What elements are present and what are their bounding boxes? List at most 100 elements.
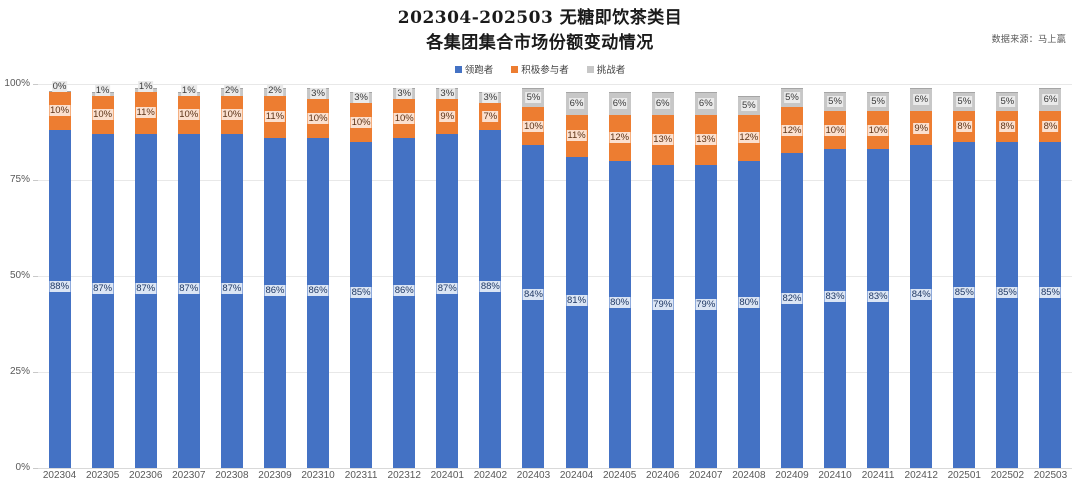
- bar-column[interactable]: 87% 10% 2%: [220, 84, 243, 468]
- bar-segment-leader[interactable]: 88%: [479, 130, 502, 468]
- bar-segment-challenger[interactable]: 3%: [393, 87, 416, 100]
- bar-segment-challenger[interactable]: 5%: [780, 87, 803, 108]
- bar-segment-leader[interactable]: 87%: [177, 133, 200, 468]
- bar-column[interactable]: 87% 11% 1%: [134, 80, 157, 468]
- bar-column[interactable]: 86% 11% 2%: [263, 84, 286, 468]
- bar-column[interactable]: 82% 12% 5%: [780, 84, 803, 468]
- bar-segment-active-participant[interactable]: 10%: [307, 99, 330, 138]
- bar-column[interactable]: 80% 12% 5%: [737, 84, 760, 468]
- bar-segment-active-participant[interactable]: 13%: [694, 114, 717, 165]
- bar-segment-leader[interactable]: 85%: [1039, 141, 1062, 468]
- bar-segment-active-participant[interactable]: 11%: [565, 114, 588, 157]
- bar-column[interactable]: 84% 9% 6%: [910, 84, 933, 468]
- bar-segment-active-participant[interactable]: 12%: [737, 114, 760, 161]
- bar-segment-leader[interactable]: 87%: [220, 133, 243, 468]
- bar-segment-challenger[interactable]: 1%: [177, 84, 200, 96]
- bar-segment-challenger[interactable]: 6%: [608, 91, 631, 115]
- bar-segment-active-participant[interactable]: 11%: [263, 95, 286, 138]
- bar-segment-active-participant[interactable]: 12%: [780, 107, 803, 154]
- bar-segment-active-participant[interactable]: 8%: [1039, 110, 1062, 142]
- bar-segment-challenger[interactable]: 5%: [737, 95, 760, 115]
- bar-segment-leader[interactable]: 86%: [307, 137, 330, 468]
- legend-item-active-participant[interactable]: 积极参与者: [511, 62, 569, 76]
- bar-segment-active-participant[interactable]: 10%: [393, 99, 416, 138]
- bar-segment-leader[interactable]: 79%: [651, 164, 674, 468]
- bar-segment-leader[interactable]: 80%: [608, 160, 631, 468]
- bar-column[interactable]: 87% 10% 1%: [177, 84, 200, 468]
- bar-segment-leader[interactable]: 81%: [565, 156, 588, 468]
- bar-column[interactable]: 79% 13% 6%: [694, 84, 717, 468]
- bar-segment-active-participant[interactable]: 10%: [350, 103, 373, 142]
- bar-segment-active-participant[interactable]: 8%: [996, 110, 1019, 142]
- bar-segment-challenger[interactable]: 3%: [479, 91, 502, 104]
- bar-segment-leader[interactable]: 79%: [694, 164, 717, 468]
- bar-segment-active-participant[interactable]: 10%: [867, 110, 890, 150]
- bar-segment-challenger[interactable]: 6%: [694, 91, 717, 115]
- bar-segment-leader[interactable]: 85%: [953, 141, 976, 468]
- bar-column[interactable]: 80% 12% 6%: [608, 84, 631, 468]
- bar-column[interactable]: 84% 10% 5%: [522, 84, 545, 468]
- bar-column[interactable]: 88% 7% 3%: [479, 84, 502, 468]
- bar-segment-leader[interactable]: 85%: [996, 141, 1019, 468]
- bar-column[interactable]: 87% 9% 3%: [436, 84, 459, 468]
- bar-segment-challenger[interactable]: 1%: [134, 80, 157, 92]
- bar-column[interactable]: 85% 8% 5%: [953, 84, 976, 468]
- bar-segment-challenger[interactable]: 1%: [91, 84, 114, 96]
- bar-segment-challenger[interactable]: 2%: [263, 84, 286, 96]
- legend-item-leader[interactable]: 领跑者: [454, 62, 493, 76]
- legend-item-challenger[interactable]: 挑战者: [586, 62, 625, 76]
- bar-column[interactable]: 83% 10% 5%: [824, 84, 847, 468]
- bar-segment-challenger[interactable]: 6%: [565, 91, 588, 115]
- bar-segment-active-participant[interactable]: 7%: [479, 103, 502, 131]
- bar-segment-leader[interactable]: 84%: [522, 145, 545, 468]
- bar-segment-challenger[interactable]: 5%: [996, 91, 1019, 111]
- bar-segment-active-participant[interactable]: 13%: [651, 114, 674, 165]
- bar-segment-challenger[interactable]: 5%: [953, 91, 976, 111]
- bar-segment-leader[interactable]: 88%: [48, 130, 71, 468]
- bar-segment-challenger[interactable]: 5%: [522, 87, 545, 108]
- bar-segment-leader[interactable]: 83%: [867, 149, 890, 468]
- bar-segment-active-participant[interactable]: 12%: [608, 114, 631, 161]
- bar-column[interactable]: 87% 10% 1%: [91, 84, 114, 468]
- bar-column[interactable]: 79% 13% 6%: [651, 84, 674, 468]
- bar-segment-active-participant[interactable]: 9%: [436, 99, 459, 134]
- bar-segment-challenger[interactable]: 6%: [651, 91, 674, 115]
- bar-segment-leader[interactable]: 83%: [824, 149, 847, 468]
- bar-column[interactable]: 88% 10% 0%: [48, 80, 71, 468]
- bar-segment-leader[interactable]: 87%: [436, 133, 459, 468]
- bar-segment-active-participant[interactable]: 10%: [522, 107, 545, 146]
- bar-segment-challenger[interactable]: 2%: [220, 84, 243, 96]
- bar-column[interactable]: 83% 10% 5%: [867, 84, 890, 468]
- bar-segment-active-participant[interactable]: 9%: [910, 110, 933, 146]
- bar-segment-challenger[interactable]: 6%: [910, 87, 933, 111]
- bar-segment-challenger[interactable]: 3%: [350, 91, 373, 104]
- bar-column[interactable]: 86% 10% 3%: [307, 84, 330, 468]
- bar-segment-leader[interactable]: 82%: [780, 153, 803, 468]
- bar-segment-leader[interactable]: 87%: [134, 133, 157, 468]
- bar-segment-active-participant[interactable]: 11%: [134, 91, 157, 134]
- bar-column[interactable]: 85% 8% 6%: [1039, 84, 1062, 468]
- bar-segment-leader[interactable]: 80%: [737, 160, 760, 468]
- bar-segment-active-participant[interactable]: 10%: [177, 95, 200, 134]
- bar-segment-active-participant[interactable]: 10%: [48, 91, 71, 131]
- bar-segment-leader[interactable]: 84%: [910, 145, 933, 468]
- bar-segment-challenger[interactable]: 3%: [436, 87, 459, 100]
- bar-segment-leader[interactable]: 86%: [393, 137, 416, 468]
- bar-segment-leader[interactable]: 87%: [91, 133, 114, 468]
- bar-segment-challenger[interactable]: 5%: [824, 91, 847, 111]
- bar-segment-challenger[interactable]: 3%: [307, 87, 330, 100]
- bar-segment-active-participant[interactable]: 10%: [824, 110, 847, 150]
- bar-column[interactable]: 85% 8% 5%: [996, 84, 1019, 468]
- bar-segment-challenger[interactable]: 0%: [48, 80, 71, 92]
- x-tick-label: 202406: [646, 470, 680, 481]
- bar-column[interactable]: 85% 10% 3%: [350, 84, 373, 468]
- bar-segment-leader[interactable]: 86%: [263, 137, 286, 468]
- bar-column[interactable]: 86% 10% 3%: [393, 84, 416, 468]
- bar-segment-leader[interactable]: 85%: [350, 141, 373, 468]
- bar-segment-active-participant[interactable]: 8%: [953, 110, 976, 142]
- bar-segment-challenger[interactable]: 6%: [1039, 87, 1062, 111]
- bar-segment-challenger[interactable]: 5%: [867, 91, 890, 111]
- bar-column[interactable]: 81% 11% 6%: [565, 84, 588, 468]
- bar-segment-active-participant[interactable]: 10%: [91, 95, 114, 134]
- bar-segment-active-participant[interactable]: 10%: [220, 95, 243, 134]
